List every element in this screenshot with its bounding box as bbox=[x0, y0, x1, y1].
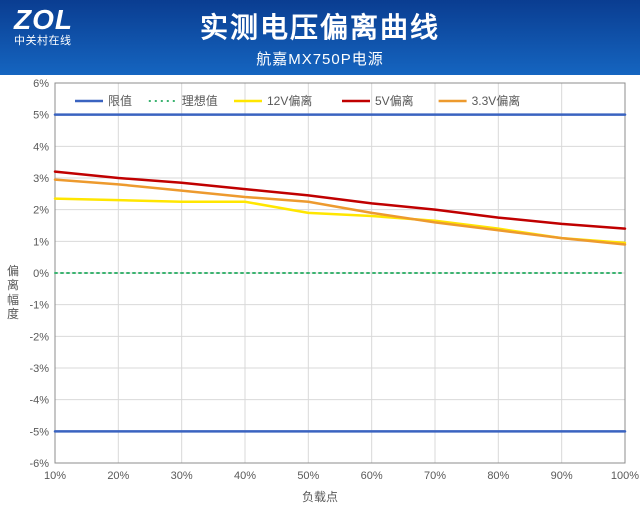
y-tick-label: -2% bbox=[29, 331, 49, 343]
legend-label: 理想值 bbox=[182, 93, 218, 108]
screenshot-root: ZOL 中关村在线 实测电压偏离曲线 航嘉MX750P电源 ZOL 中关村在线 … bbox=[0, 0, 640, 511]
y-tick-label: 3% bbox=[33, 173, 49, 185]
header: ZOL 中关村在线 实测电压偏离曲线 航嘉MX750P电源 bbox=[0, 0, 640, 75]
x-tick-label: 30% bbox=[171, 470, 193, 482]
legend-label: 限值 bbox=[108, 93, 132, 108]
legend-label: 5V偏离 bbox=[375, 93, 414, 108]
y-tick-label: -4% bbox=[29, 395, 49, 407]
x-tick-label: 60% bbox=[361, 470, 383, 482]
x-tick-label: 100% bbox=[611, 470, 639, 482]
y-tick-label: 4% bbox=[33, 141, 49, 153]
y-tick-label: -5% bbox=[29, 426, 49, 438]
legend-label: 12V偏离 bbox=[267, 93, 312, 108]
x-tick-label: 70% bbox=[424, 470, 446, 482]
y-tick-label: -3% bbox=[29, 363, 49, 375]
page-subtitle: 航嘉MX750P电源 bbox=[0, 48, 640, 69]
logo-main-text: ZOL bbox=[14, 6, 73, 34]
y-tick-label: 1% bbox=[33, 236, 49, 248]
y-tick-label: 6% bbox=[33, 78, 49, 90]
logo: ZOL 中关村在线 bbox=[14, 6, 73, 47]
y-tick-label: 0% bbox=[33, 268, 49, 280]
x-tick-label: 80% bbox=[487, 470, 509, 482]
legend-label: 3.3V偏离 bbox=[472, 93, 521, 108]
x-tick-label: 10% bbox=[44, 470, 66, 482]
y-tick-label: 2% bbox=[33, 205, 49, 217]
logo-sub-text: 中关村在线 bbox=[14, 36, 73, 47]
y-tick-label: -1% bbox=[29, 300, 49, 312]
chart-svg: -6% -5% -4% -3% -2% -1% 0% 1% 2% 3% 4% 5% 6% 10% 20% 30… bbox=[0, 75, 640, 511]
x-tick-label: 40% bbox=[234, 470, 256, 482]
y-axis-label: 偏离幅度 bbox=[6, 264, 20, 322]
x-tick-label: 90% bbox=[551, 470, 573, 482]
y-tick-label: 5% bbox=[33, 110, 49, 122]
chart-area: ZOL 中关村在线 -6%-5%-4%-3%-2%-1%0%1%2%3%4%5%… bbox=[0, 75, 640, 511]
x-tick-label: 20% bbox=[107, 470, 129, 482]
x-axis-label: 负载点 bbox=[302, 488, 338, 505]
y-tick-label: -6% bbox=[29, 458, 49, 470]
x-tick-label: 50% bbox=[297, 470, 319, 482]
page-title: 实测电压偏离曲线 bbox=[0, 0, 640, 46]
